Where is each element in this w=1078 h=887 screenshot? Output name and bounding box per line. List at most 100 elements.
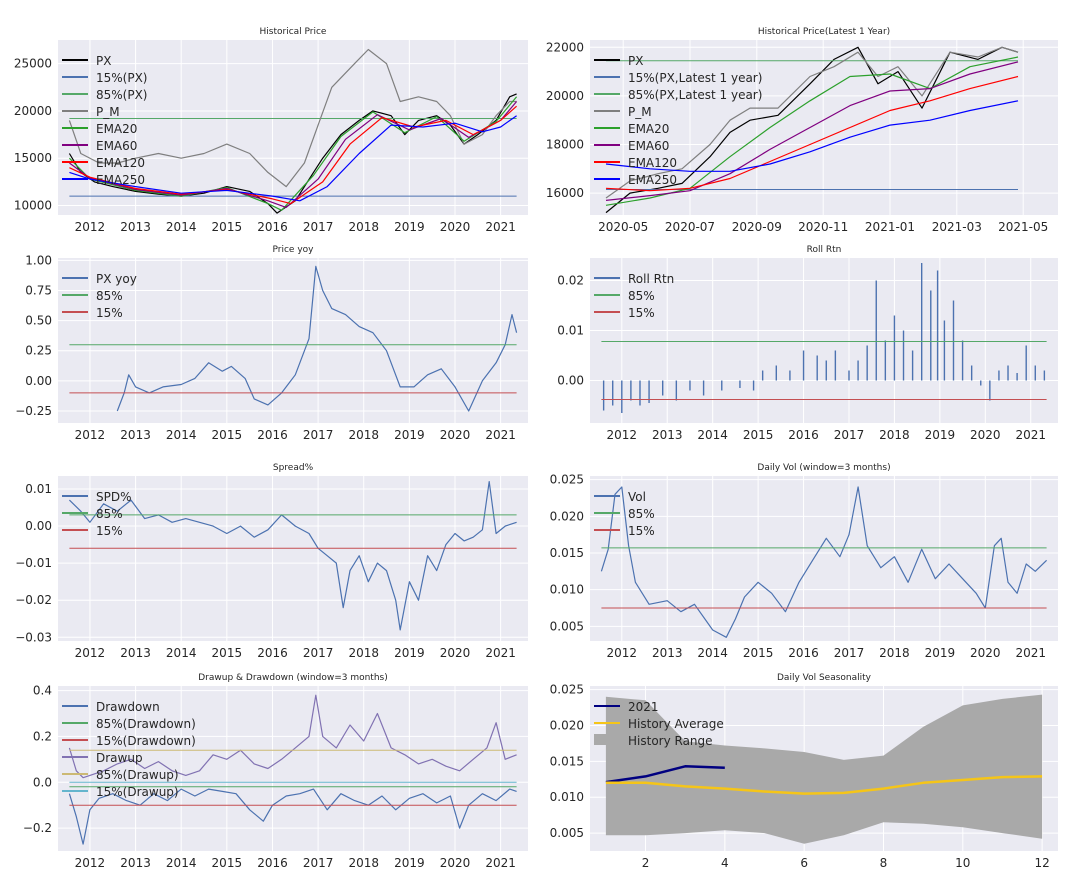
- series-line: [68, 96, 518, 211]
- x-tick-label: 2021: [1015, 646, 1046, 660]
- x-tick-label: 2: [642, 856, 650, 870]
- y-tick-label: 0.005: [550, 826, 584, 840]
- chart-panel-3: 2012 2013 2014 2015 2016 2017 2018 2019 2020 2021…: [15, 245, 528, 442]
- legend-label: 85%: [628, 507, 655, 521]
- x-tick-label: 2014: [166, 428, 197, 442]
- y-tick-label: 1.00: [25, 253, 52, 267]
- x-tick-label: 2019: [925, 646, 956, 660]
- legend-label: P_M: [628, 105, 652, 119]
- y-tick-label: 0.00: [25, 519, 52, 533]
- x-tick-label: 2012: [75, 856, 106, 870]
- y-tick-label: 0.01: [557, 324, 584, 338]
- x-tick-label: 2020-09: [732, 220, 782, 234]
- legend-label: 85%: [96, 507, 123, 521]
- x-tick-label: 2012: [75, 220, 106, 234]
- legend-label: Vol: [628, 490, 646, 504]
- legend-label: 85%(PX,Latest 1 year): [628, 88, 762, 102]
- y-tick-label: 25000: [14, 57, 52, 71]
- legend-label: PX yoy: [96, 272, 137, 286]
- chart-panel-2: 2020-05 2020-07 2020-09 2020-11 2021-01 2021-…: [546, 27, 1058, 234]
- legend: Drawdown 85%(Drawdown) 15%(Drawdown) Drawup…: [62, 700, 196, 799]
- plot-content: [69, 265, 518, 412]
- legend-label: EMA20: [628, 122, 669, 136]
- legend-swatch: [594, 734, 620, 745]
- x-tick-label: 2017: [303, 428, 334, 442]
- x-tick-label: 2013: [120, 428, 151, 442]
- x-tick-label: 2021: [485, 428, 516, 442]
- x-tick-label: 2020-11: [798, 220, 848, 234]
- x-tick-label: 2013: [652, 428, 683, 442]
- plot-area: [58, 476, 528, 641]
- legend-label: SPD%: [96, 490, 132, 504]
- legend-label: Roll Rtn: [628, 272, 674, 286]
- x-tick-label: 2012: [75, 646, 106, 660]
- y-tick-label: 0.2: [33, 729, 52, 743]
- y-tick-label: −0.25: [15, 404, 52, 418]
- chart-panel-4: 2012 2013 2014 2015 2016 2017 2018 2019 2020 2021…: [557, 245, 1058, 442]
- y-tick-label: 0.00: [25, 374, 52, 388]
- y-tick-label: 15000: [14, 151, 52, 165]
- legend-label: 15%: [96, 524, 123, 538]
- legend-label: History Range: [628, 734, 713, 748]
- legend-label: EMA60: [628, 139, 669, 153]
- legend-label: 15%(PX,Latest 1 year): [628, 71, 762, 85]
- series-line: [605, 75, 1019, 192]
- chart-title: Drawup & Drawdown (window=3 months): [198, 673, 388, 683]
- chart-title: Price yoy: [273, 245, 315, 255]
- y-tick-label: 10000: [14, 199, 52, 213]
- y-tick-label: 0.005: [550, 619, 584, 633]
- x-tick-label: 2020: [970, 646, 1001, 660]
- chart-panel-7: 2012 2013 2014 2015 2016 2017 2018 2019 2020 2021…: [23, 673, 528, 870]
- y-tick-label: 0.015: [550, 546, 584, 560]
- x-tick-label: 2017: [303, 220, 334, 234]
- plot-content: [68, 481, 517, 631]
- x-tick-label: 8: [880, 856, 888, 870]
- series-line: [605, 100, 1019, 172]
- series-line: [69, 115, 517, 202]
- x-tick-label: 4: [721, 856, 729, 870]
- y-tick-label: 0.75: [25, 284, 52, 298]
- x-tick-label: 2015: [212, 428, 243, 442]
- y-tick-label: 16000: [546, 186, 584, 200]
- legend-label: P_M: [96, 105, 120, 119]
- series-line: [605, 61, 1019, 201]
- x-tick-label: 2014: [697, 428, 728, 442]
- chart-panel-8: 2 4 6 8 10 12 0.005 0.010 0.015 0.020 0.025 Daily V…: [550, 673, 1058, 870]
- x-tick-label: 2014: [166, 646, 197, 660]
- legend: Vol 85% 15%: [594, 490, 655, 538]
- x-tick-label: 2013: [120, 220, 151, 234]
- x-tick-label: 2019: [394, 220, 425, 234]
- legend-label: EMA120: [96, 156, 145, 170]
- x-tick-label: 2016: [257, 856, 288, 870]
- y-tick-label: 0.025: [550, 473, 584, 487]
- x-tick-label: 2014: [697, 646, 728, 660]
- chart-panel-5: 2012 2013 2014 2015 2016 2017 2018 2019 2020 2021…: [15, 463, 528, 660]
- y-tick-label: −0.01: [15, 556, 52, 570]
- x-tick-label: 2017: [834, 428, 865, 442]
- plot-area: [590, 258, 1058, 423]
- legend: SPD% 85% 15%: [62, 490, 132, 538]
- x-tick-label: 2018: [348, 856, 379, 870]
- chart-title: Historical Price(Latest 1 Year): [758, 27, 890, 37]
- chart-panel-1: 2012 2013 2014 2015 2016 2017 2018 2019 2020 2021…: [14, 27, 528, 234]
- series-line: [605, 765, 725, 784]
- x-tick-label: 2021: [485, 646, 516, 660]
- legend-label: 15%: [628, 524, 655, 538]
- plot-content: [605, 694, 1043, 844]
- x-tick-label: 2019: [394, 646, 425, 660]
- series-line: [68, 48, 517, 188]
- legend-label: 85%: [628, 289, 655, 303]
- x-tick-label: 12: [1034, 856, 1049, 870]
- y-tick-label: 20000: [546, 89, 584, 103]
- series-line: [69, 101, 518, 208]
- x-tick-label: 2021-03: [932, 220, 982, 234]
- plot-area: [58, 258, 528, 423]
- y-tick-label: 0.00: [557, 374, 584, 388]
- y-tick-label: 0.0: [33, 775, 52, 789]
- x-tick-label: 2021: [1015, 428, 1046, 442]
- legend: PX 15%(PX,Latest 1 year) 85%(PX,Latest 1 y…: [594, 54, 762, 187]
- legend-label: 15%(PX): [96, 71, 148, 85]
- x-tick-label: 2015: [212, 856, 243, 870]
- x-tick-label: 2016: [788, 428, 819, 442]
